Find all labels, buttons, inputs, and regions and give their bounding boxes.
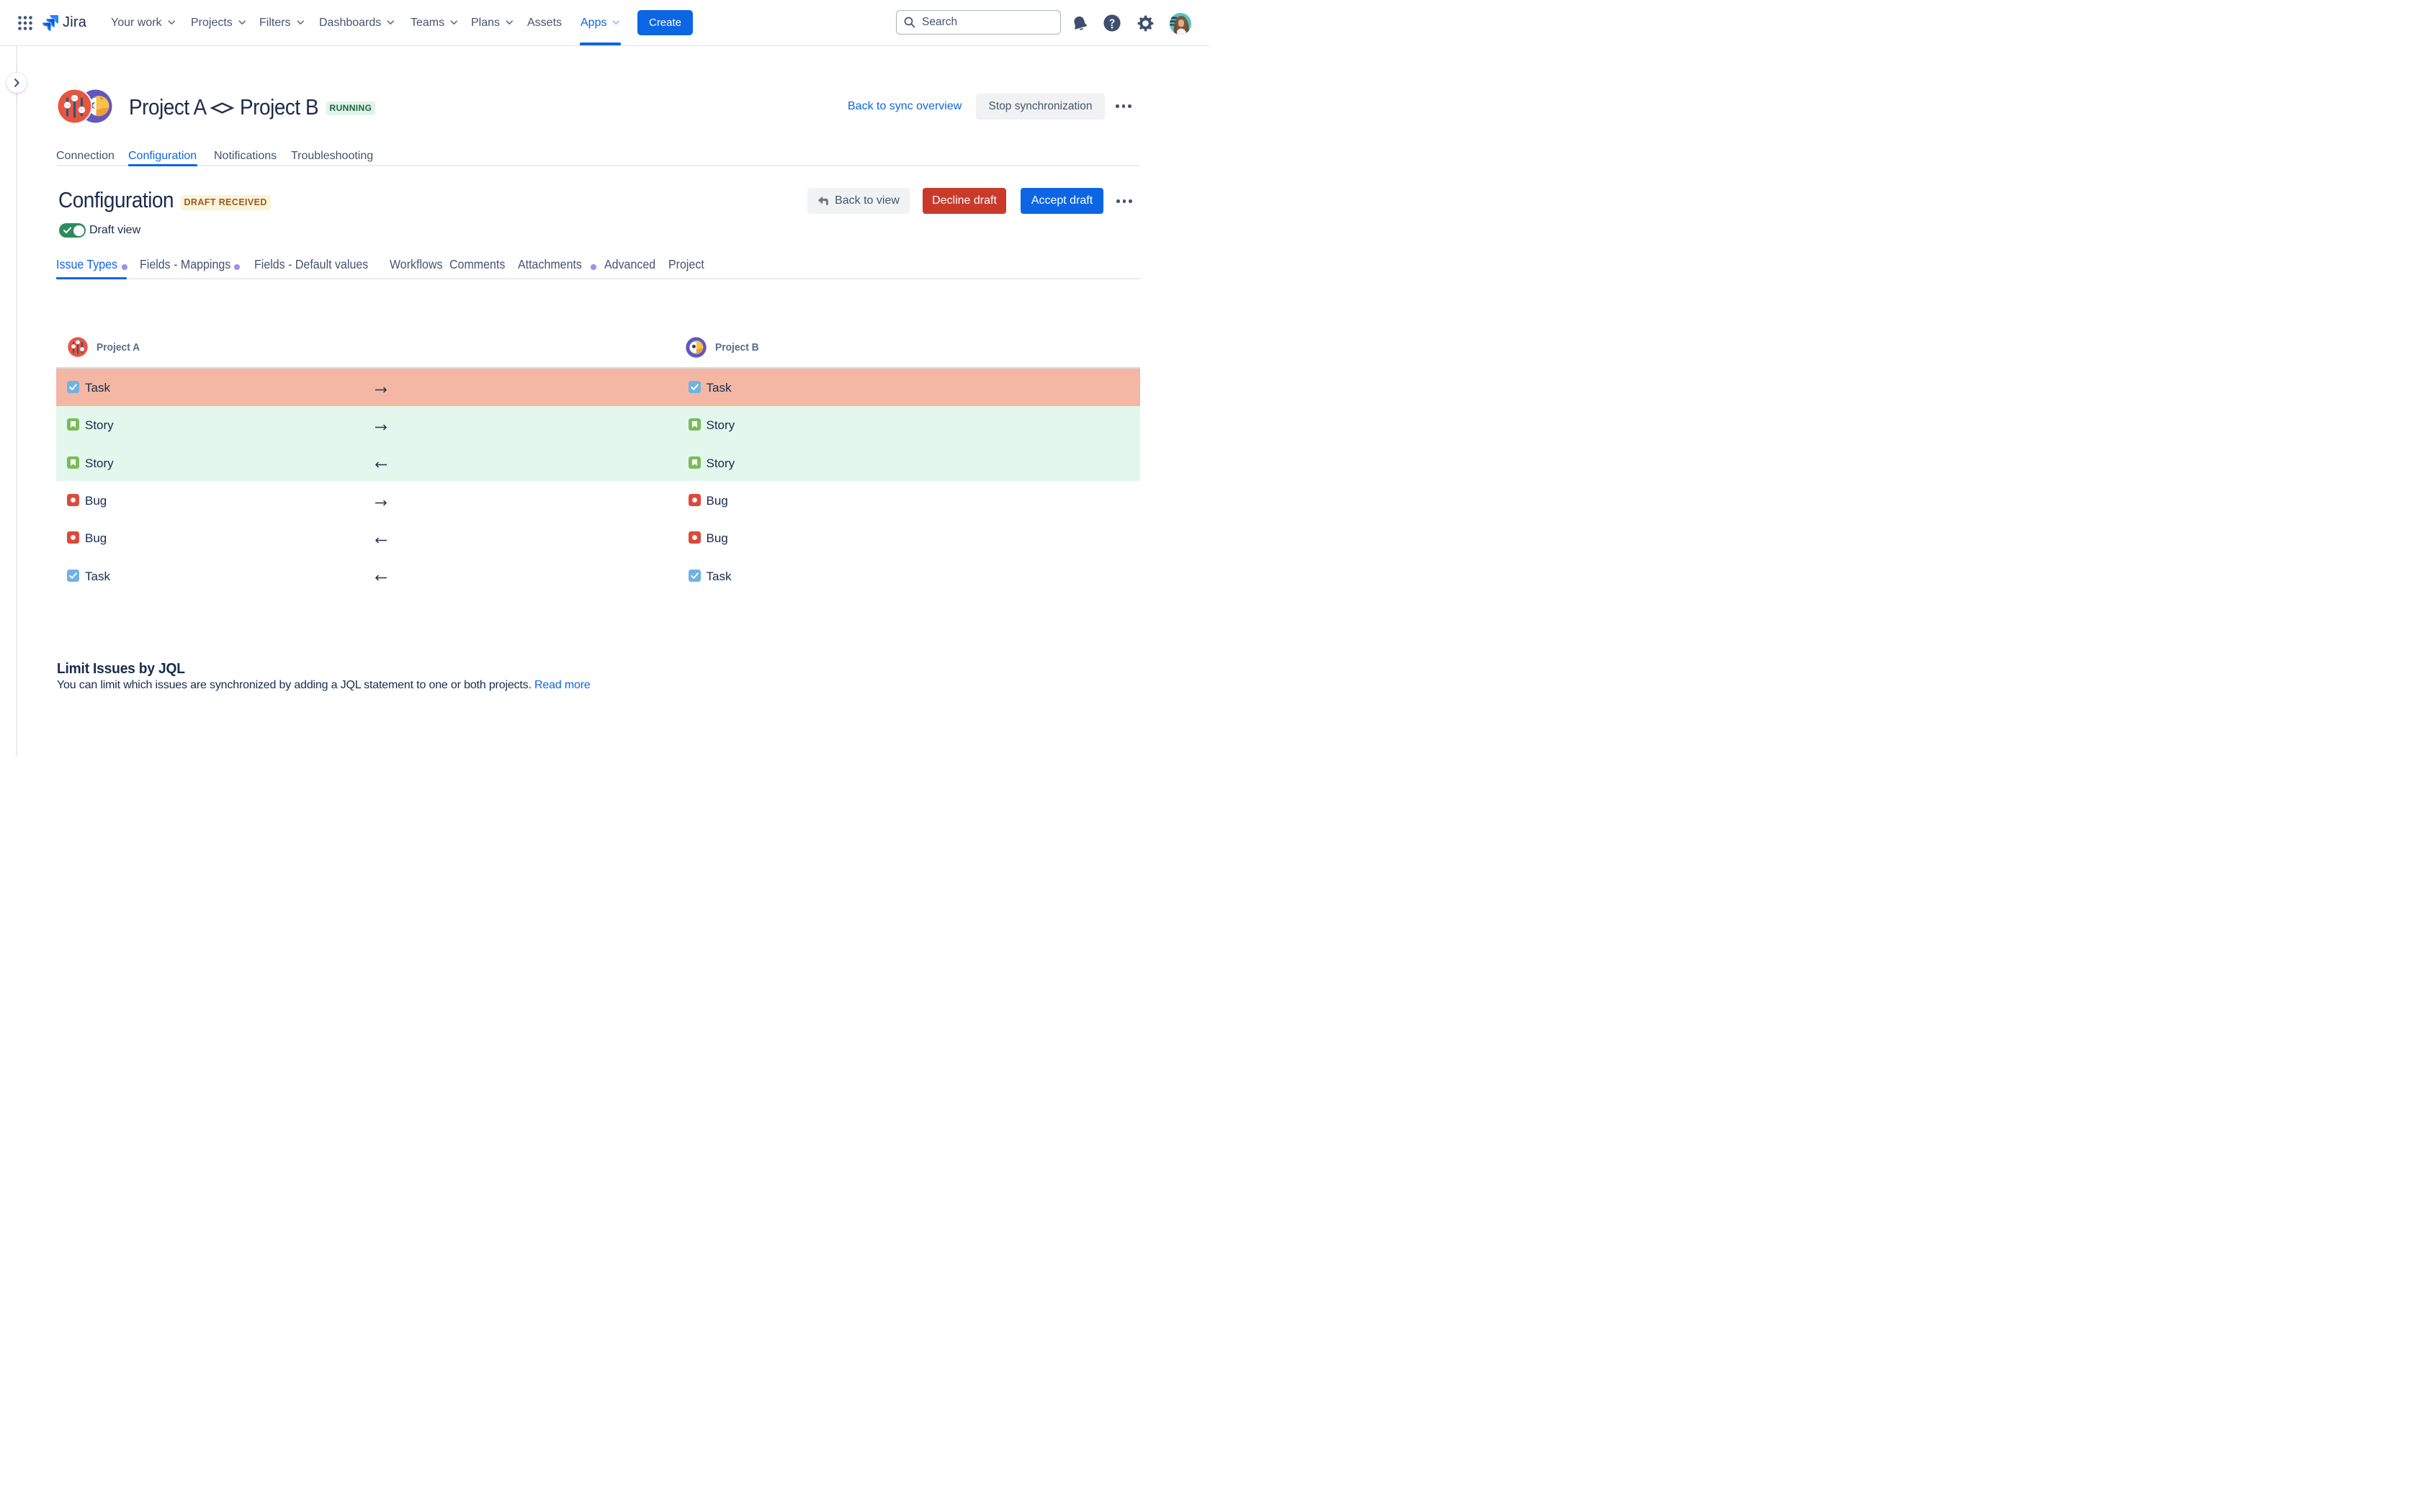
svg-text:?: ? xyxy=(1109,17,1115,28)
